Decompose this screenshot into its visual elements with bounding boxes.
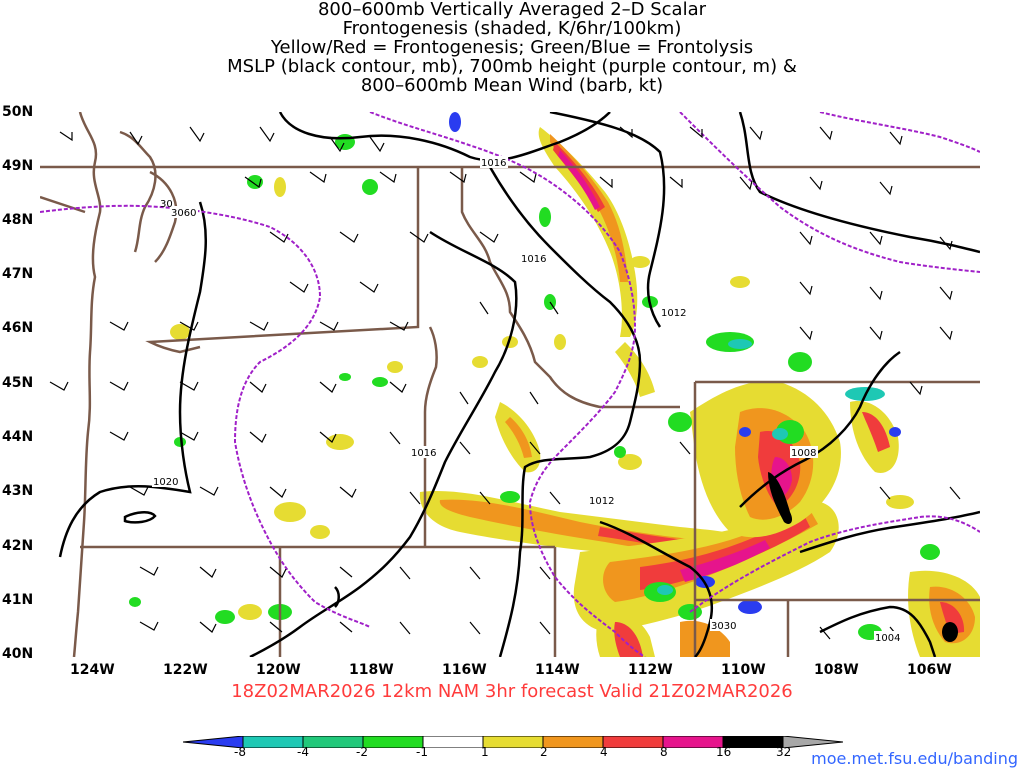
- lon-label: 110W: [721, 662, 766, 678]
- title-line-5: 800–600mb Mean Wind (barb, kt): [360, 75, 664, 96]
- mslp-label: 1008: [791, 448, 816, 459]
- colorbar-label: 1: [481, 745, 489, 759]
- lon-label: 108W: [814, 662, 859, 678]
- title-line-2: Frontogenesis (shaded, K/6hr/100km): [342, 18, 682, 39]
- lat-label: 45N: [2, 375, 34, 391]
- lon-label: 116W: [442, 662, 487, 678]
- lon-label: 122W: [163, 662, 208, 678]
- colorbar-label: 2: [540, 745, 548, 759]
- lat-label: 42N: [2, 538, 34, 554]
- height-label: 30: [160, 199, 173, 210]
- colorbar-label: -2: [356, 745, 368, 759]
- colorbar-label: -8: [234, 745, 246, 759]
- colorbar-label: 16: [716, 745, 732, 759]
- frontogenesis-shading: [129, 112, 980, 657]
- lon-label: 124W: [70, 662, 115, 678]
- lon-label: 114W: [535, 662, 580, 678]
- map-canvas: 1016 1016 1012 1016 1012 1008 1020 1004 …: [40, 112, 980, 657]
- run-info: 18Z02MAR2026 12km NAM 3hr forecast Valid…: [231, 681, 793, 702]
- lat-label: 47N: [2, 266, 34, 282]
- colorbar-label: 32: [776, 745, 792, 759]
- lon-label: 106W: [907, 662, 952, 678]
- wind-barbs: [49, 126, 961, 640]
- map-panel: 1016 1016 1012 1016 1012 1008 1020 1004 …: [40, 112, 980, 657]
- lat-label: 43N: [2, 483, 34, 499]
- title-line-3: Yellow/Red = Frontogenesis; Green/Blue =…: [270, 37, 754, 58]
- mslp-label: 1004: [875, 633, 900, 644]
- mslp-contours: [58, 112, 980, 657]
- lat-label: 48N: [2, 212, 34, 228]
- mslp-label: 1012: [661, 308, 686, 319]
- lat-label: 50N: [2, 104, 34, 120]
- mslp-label: 1016: [521, 254, 546, 265]
- lon-label: 112W: [628, 662, 673, 678]
- lon-label: 118W: [349, 662, 394, 678]
- colorbar-label: -4: [297, 745, 309, 759]
- colorbar-label: -1: [416, 745, 428, 759]
- mslp-label: 1016: [481, 158, 506, 169]
- title-line-4: MSLP (black contour, mb), 700mb height (…: [227, 56, 797, 77]
- colorbar-scale: [182, 735, 844, 749]
- mslp-label: 1020: [153, 477, 178, 488]
- colorbar-label: 8: [660, 745, 668, 759]
- lat-label: 49N: [2, 158, 34, 174]
- lat-label: 41N: [2, 592, 34, 608]
- colorbar-label: 4: [600, 745, 608, 759]
- lat-label: 46N: [2, 320, 34, 336]
- height-contours: [40, 112, 980, 657]
- mslp-label: 1016: [411, 448, 436, 459]
- height-label: 3030: [711, 621, 736, 632]
- mslp-label: 1012: [589, 496, 614, 507]
- title-line-1: 800–600mb Vertically Averaged 2–D Scalar: [317, 0, 707, 20]
- lon-label: 120W: [256, 662, 301, 678]
- colorbar: [182, 733, 844, 749]
- lat-label: 40N: [2, 646, 34, 662]
- credit-link[interactable]: moe.met.fsu.edu/banding: [811, 749, 1018, 768]
- lat-label: 44N: [2, 429, 34, 445]
- height-label: 3060: [171, 208, 196, 219]
